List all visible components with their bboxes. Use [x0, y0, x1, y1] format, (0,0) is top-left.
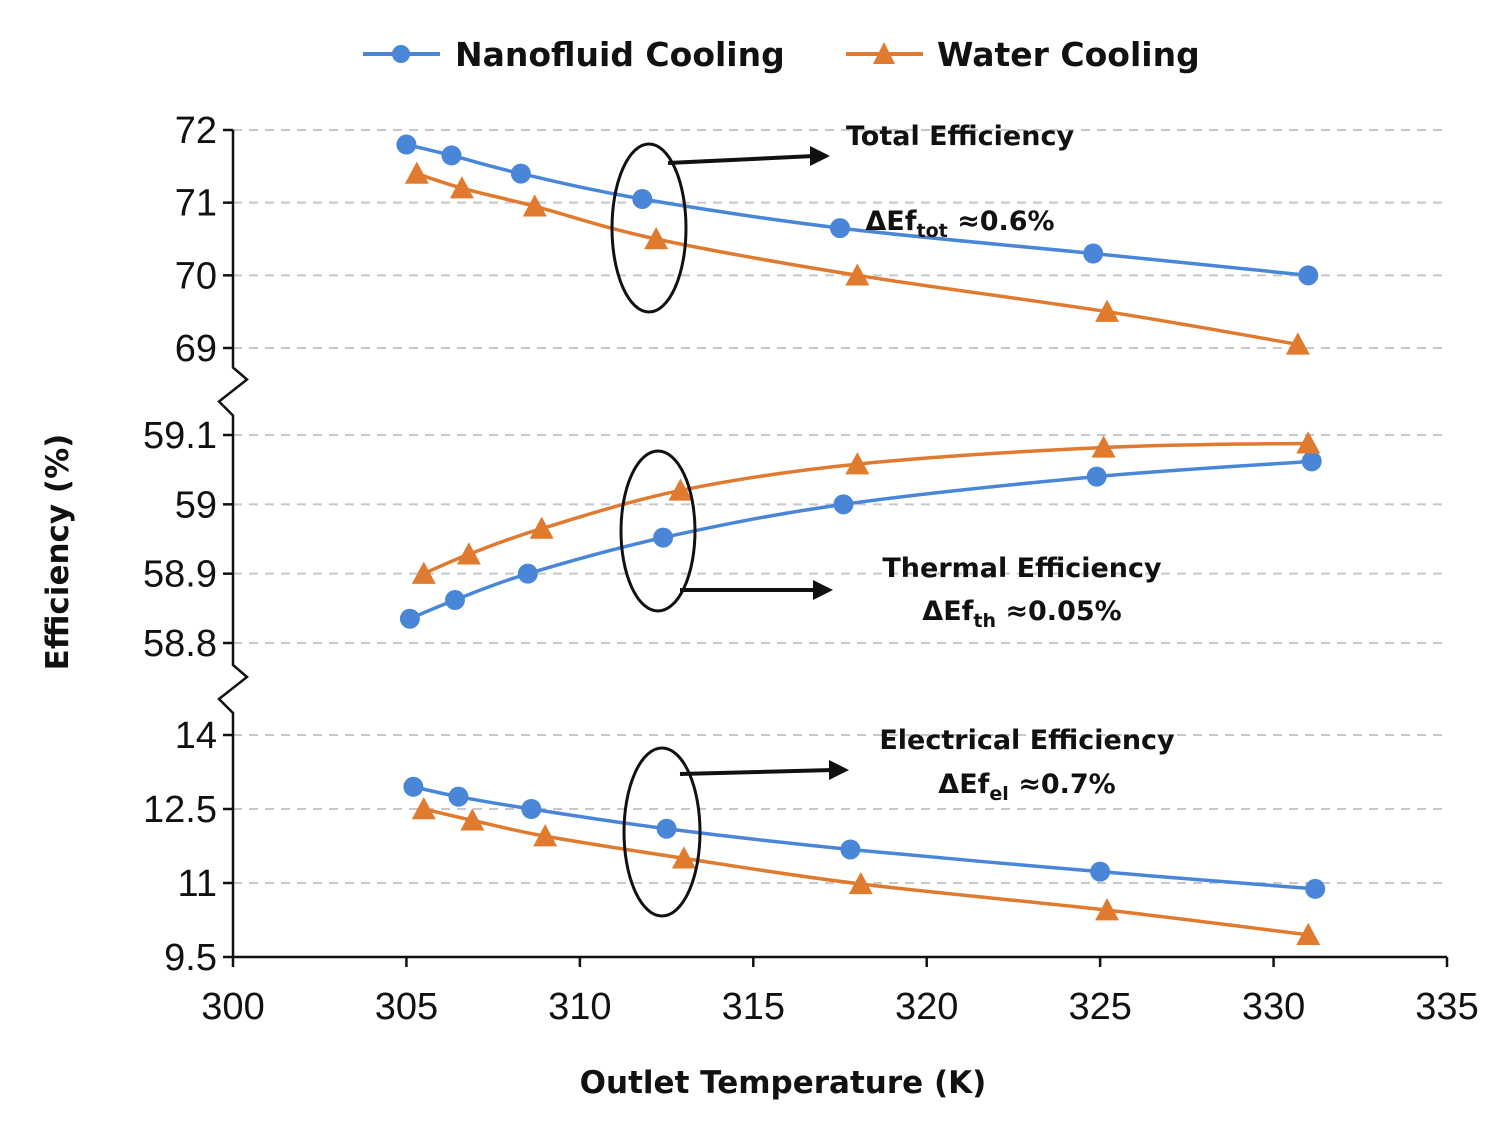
legend-label-water: Water Cooling — [937, 35, 1200, 74]
annotation-arrow-total — [667, 154, 815, 165]
point-electrical-nanofluid-3 — [656, 818, 677, 839]
point-thermal-nanofluid-2 — [517, 563, 538, 584]
x-tick-label-5: 325 — [1068, 986, 1131, 1028]
point-thermal-nanofluid-5 — [1086, 466, 1107, 487]
annotation-arrow-electrical — [679, 768, 834, 776]
point-thermal-nanofluid-4 — [833, 494, 854, 515]
legend-label-nanofluid: Nanofluid Cooling — [455, 35, 785, 74]
legend-marker-water — [873, 42, 895, 64]
legend-item-water: Water Cooling — [846, 35, 1200, 74]
gridlines — [223, 128, 1447, 959]
y-tick-label-electrical-1: 12.5 — [143, 789, 217, 831]
series — [396, 134, 1326, 945]
point-thermal-water-3 — [668, 478, 693, 501]
point-thermal-water-6 — [1296, 431, 1321, 454]
x-tick-label-4: 320 — [895, 986, 958, 1028]
point-total-water-5 — [1095, 299, 1120, 322]
point-electrical-nanofluid-5 — [1090, 861, 1111, 882]
annotation-delta-thermal: ΔEfth ≈0.05% — [922, 596, 1121, 632]
y-tick-label-electrical-0: 14 — [175, 715, 217, 757]
point-electrical-nanofluid-2 — [521, 799, 542, 819]
point-total-nanofluid-5 — [1083, 243, 1104, 264]
series-line-thermal-water — [423, 441, 1309, 576]
series-line-total-water — [416, 171, 1299, 347]
y-tick-label-thermal-1: 59 — [175, 484, 217, 526]
legend-marker-nanofluid — [392, 45, 410, 63]
point-total-nanofluid-4 — [830, 218, 850, 239]
x-tick-labels: 300 305 310 315 320 325 330 335 — [201, 957, 1479, 1028]
point-thermal-nanofluid-0 — [399, 608, 420, 629]
point-electrical-water-6 — [1296, 922, 1321, 945]
x-tick-label-0: 300 — [201, 986, 264, 1028]
x-tick-label-6: 330 — [1242, 986, 1305, 1028]
y-tick-label-electrical-2: 11 — [178, 863, 217, 905]
point-thermal-water-5 — [1091, 435, 1116, 458]
x-tick-label-7: 335 — [1415, 986, 1478, 1028]
point-thermal-water-1 — [456, 542, 481, 565]
point-thermal-nanofluid-3 — [653, 527, 674, 548]
point-thermal-water-4 — [845, 452, 870, 475]
point-electrical-water-5 — [1095, 898, 1120, 921]
point-thermal-water-0 — [411, 561, 436, 584]
point-electrical-water-2 — [533, 824, 558, 847]
annotation-ellipse-total — [610, 142, 688, 314]
legend-item-nanofluid: Nanofluid Cooling — [363, 35, 785, 74]
point-electrical-nanofluid-1 — [448, 786, 469, 807]
annotation-arrowhead-total — [810, 146, 830, 166]
annotation-arrowhead-electrical — [829, 760, 849, 780]
axes — [217, 130, 1447, 959]
series-line-thermal-nanofluid — [409, 459, 1312, 621]
point-total-nanofluid-1 — [441, 145, 462, 166]
point-electrical-water-1 — [460, 808, 485, 831]
point-total-water-1 — [449, 176, 474, 199]
point-electrical-water-4 — [848, 871, 873, 895]
point-total-nanofluid-6 — [1298, 265, 1319, 286]
point-total-water-2 — [522, 194, 547, 217]
y-tick-label-thermal-0: 59.1 — [143, 415, 217, 457]
y-axis-line — [217, 130, 249, 957]
point-electrical-water-3 — [671, 846, 696, 869]
point-total-nanofluid-2 — [510, 163, 531, 184]
annotations: Total Efficiency ΔEftot ≈0.6% Thermal Effi… — [610, 121, 1175, 918]
point-electrical-nanofluid-6 — [1305, 878, 1326, 899]
series-line-electrical-nanofluid — [412, 785, 1316, 891]
y-tick-label-total-1: 71 — [175, 183, 217, 225]
annotation-title-thermal: Thermal Efficiency — [882, 553, 1162, 584]
point-electrical-nanofluid-0 — [403, 776, 424, 797]
legend: Nanofluid Cooling Water Cooling — [363, 35, 1200, 74]
y-tick-label-total-3: 69 — [175, 328, 217, 370]
annotation-ellipse-thermal — [619, 449, 697, 613]
annotation-delta-electrical: ΔEfel ≈0.7% — [938, 769, 1115, 805]
series-line-electrical-water — [423, 807, 1309, 937]
y-axis-title: Efficiency (%) — [40, 434, 76, 671]
x-axis-title: Outlet Temperature (K) — [580, 1065, 987, 1101]
point-electrical-water-0 — [411, 797, 436, 820]
point-thermal-nanofluid-6 — [1301, 451, 1322, 472]
annotation-arrowhead-thermal — [813, 580, 833, 600]
x-tick-label-2: 310 — [548, 986, 611, 1028]
y-tick-label-total-0: 72 — [175, 110, 217, 152]
y-tick-label-electrical-3: 9.5 — [164, 937, 217, 979]
y-tick-label-thermal-2: 58.9 — [143, 554, 217, 596]
point-thermal-nanofluid-1 — [444, 590, 465, 611]
annotation-title-total: Total Efficiency — [846, 121, 1075, 152]
x-tick-label-1: 305 — [375, 986, 438, 1028]
point-electrical-nanofluid-4 — [840, 839, 861, 860]
y-tick-labels: 72 71 70 69 59.1 59 58.9 58.8 14 12.5 11 9.5 — [143, 110, 217, 979]
point-total-water-3 — [644, 227, 669, 250]
point-total-water-6 — [1285, 332, 1310, 355]
annotation-title-electrical: Electrical Efficiency — [879, 725, 1175, 756]
point-total-water-4 — [845, 263, 870, 286]
point-total-nanofluid-0 — [396, 134, 417, 155]
y-tick-label-total-2: 70 — [175, 255, 217, 297]
annotation-ellipse-electrical — [622, 746, 702, 918]
y-tick-label-thermal-3: 58.8 — [143, 623, 217, 665]
series-line-total-nanofluid — [406, 142, 1309, 278]
point-thermal-water-2 — [529, 516, 554, 539]
x-tick-label-3: 315 — [722, 986, 785, 1028]
annotation-delta-total: ΔEftot ≈0.6% — [865, 206, 1054, 242]
point-total-water-0 — [404, 161, 429, 184]
point-total-nanofluid-3 — [632, 189, 653, 210]
